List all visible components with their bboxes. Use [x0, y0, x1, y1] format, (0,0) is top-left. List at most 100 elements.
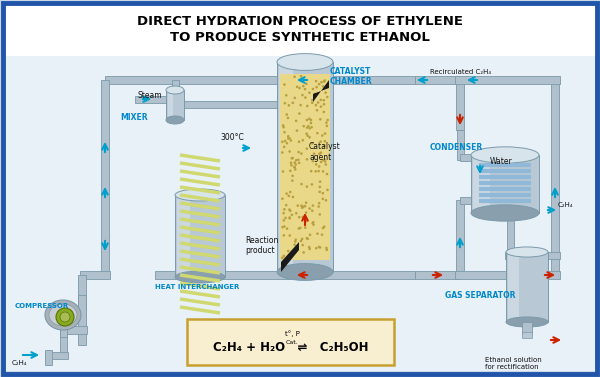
- Circle shape: [304, 219, 307, 222]
- Circle shape: [323, 79, 326, 82]
- Circle shape: [285, 94, 287, 97]
- Circle shape: [320, 233, 323, 236]
- Circle shape: [298, 162, 301, 164]
- Bar: [506, 252, 548, 322]
- Circle shape: [313, 152, 316, 155]
- Circle shape: [308, 136, 311, 139]
- Circle shape: [326, 125, 328, 127]
- Circle shape: [294, 240, 296, 243]
- Bar: [471, 155, 539, 213]
- Circle shape: [302, 125, 305, 127]
- Circle shape: [325, 163, 327, 166]
- Circle shape: [325, 91, 327, 94]
- Text: Cat.: Cat.: [286, 340, 299, 345]
- Circle shape: [309, 233, 311, 236]
- Circle shape: [286, 227, 289, 230]
- Bar: [415, 271, 460, 279]
- Circle shape: [299, 104, 302, 106]
- Circle shape: [290, 139, 292, 142]
- Circle shape: [322, 198, 324, 200]
- Circle shape: [287, 104, 290, 107]
- Circle shape: [291, 179, 293, 182]
- Circle shape: [304, 88, 307, 90]
- Bar: [60, 326, 87, 334]
- Circle shape: [311, 204, 314, 207]
- Circle shape: [296, 86, 298, 88]
- Circle shape: [292, 101, 294, 104]
- Bar: [184, 101, 280, 107]
- Bar: [172, 80, 179, 105]
- Text: CONDENSER: CONDENSER: [430, 144, 483, 153]
- Circle shape: [295, 120, 298, 122]
- Circle shape: [289, 217, 291, 220]
- Circle shape: [286, 113, 288, 116]
- Circle shape: [311, 222, 314, 224]
- Circle shape: [310, 122, 312, 124]
- Circle shape: [319, 246, 322, 249]
- Circle shape: [299, 227, 302, 229]
- Circle shape: [304, 226, 307, 229]
- Circle shape: [302, 85, 305, 87]
- Circle shape: [281, 257, 284, 259]
- Circle shape: [305, 119, 308, 121]
- Circle shape: [289, 150, 291, 153]
- Circle shape: [298, 112, 301, 115]
- Circle shape: [293, 97, 296, 99]
- Circle shape: [315, 86, 318, 89]
- Circle shape: [301, 238, 304, 240]
- Circle shape: [293, 75, 296, 78]
- Circle shape: [320, 161, 322, 163]
- Circle shape: [326, 119, 329, 121]
- Circle shape: [283, 234, 285, 237]
- Text: GAS SEPARATOR: GAS SEPARATOR: [445, 291, 515, 299]
- FancyBboxPatch shape: [187, 319, 394, 365]
- Circle shape: [283, 126, 285, 129]
- Ellipse shape: [506, 317, 548, 327]
- Polygon shape: [313, 80, 329, 102]
- Circle shape: [283, 83, 286, 86]
- Circle shape: [287, 195, 290, 197]
- Circle shape: [288, 216, 291, 219]
- Circle shape: [322, 227, 325, 229]
- Circle shape: [286, 142, 288, 144]
- Bar: [551, 80, 559, 275]
- Circle shape: [311, 142, 314, 145]
- Circle shape: [319, 98, 322, 101]
- Circle shape: [311, 88, 314, 90]
- Ellipse shape: [49, 304, 77, 326]
- Text: DIRECT HYDRATION PROCESS OF ETHYLENE: DIRECT HYDRATION PROCESS OF ETHYLENE: [137, 15, 463, 28]
- Bar: [277, 62, 333, 272]
- Circle shape: [283, 225, 286, 228]
- Text: Steam: Steam: [138, 92, 163, 101]
- Circle shape: [323, 80, 325, 83]
- Circle shape: [323, 103, 325, 106]
- Circle shape: [302, 205, 304, 208]
- Circle shape: [325, 199, 327, 202]
- Text: Water: Water: [490, 158, 513, 167]
- Circle shape: [290, 161, 292, 164]
- Circle shape: [323, 99, 325, 101]
- Circle shape: [326, 96, 329, 98]
- Circle shape: [301, 94, 304, 97]
- Text: 300°C: 300°C: [220, 133, 244, 143]
- Text: Reaction
product: Reaction product: [245, 236, 278, 255]
- Bar: [175, 195, 225, 277]
- Circle shape: [311, 160, 314, 162]
- Circle shape: [305, 132, 308, 135]
- Circle shape: [301, 216, 304, 218]
- Circle shape: [320, 81, 323, 83]
- Circle shape: [319, 180, 322, 183]
- Bar: [455, 76, 560, 84]
- Circle shape: [281, 141, 284, 143]
- Circle shape: [289, 210, 292, 212]
- Circle shape: [290, 157, 293, 159]
- Circle shape: [317, 170, 320, 172]
- Ellipse shape: [175, 271, 225, 283]
- Circle shape: [323, 225, 326, 228]
- Circle shape: [290, 214, 293, 216]
- Circle shape: [283, 212, 285, 215]
- Circle shape: [284, 102, 286, 104]
- Circle shape: [305, 211, 307, 214]
- Circle shape: [307, 134, 309, 137]
- Circle shape: [320, 152, 322, 154]
